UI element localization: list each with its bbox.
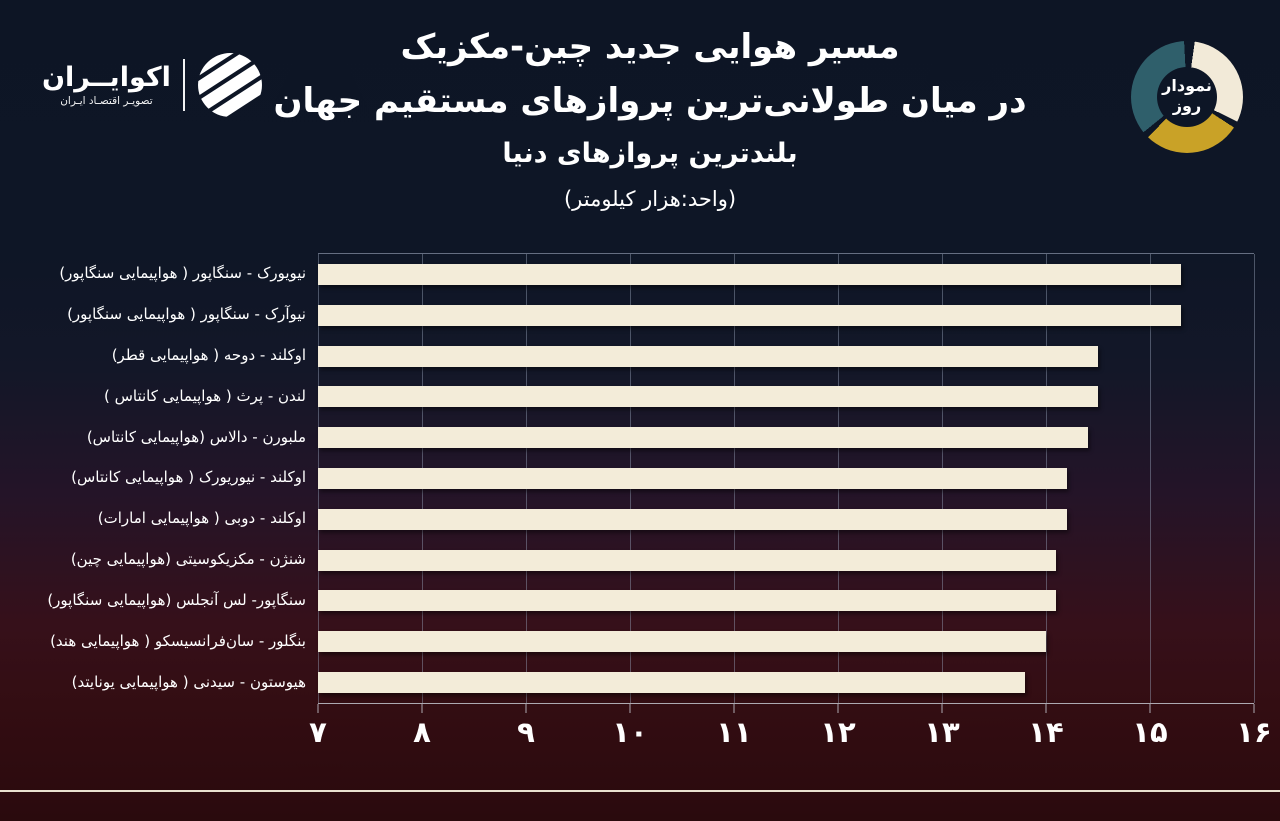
bar-label: نیویورک - سنگاپور ( هواپیمایی سنگاپور) xyxy=(59,264,306,283)
axis-tick-label: ۱۵ xyxy=(1132,715,1168,749)
bar-row xyxy=(318,499,1254,540)
axis-tick-label: ۱۶ xyxy=(1236,715,1272,749)
badge-line1: نمودار xyxy=(1162,76,1212,96)
bar xyxy=(318,508,1067,530)
bar xyxy=(318,590,1057,612)
chart-title: بلندترین پروازهای دنیا xyxy=(502,138,798,169)
chart-of-day-badge: نمودار روز xyxy=(1131,41,1243,153)
bar xyxy=(318,672,1026,694)
axis-tick xyxy=(733,704,735,713)
bar-row xyxy=(318,581,1254,622)
bar xyxy=(318,631,1047,653)
axis-tick-label: ۹ xyxy=(517,715,535,749)
bar-row xyxy=(318,621,1254,662)
plot-area xyxy=(318,253,1255,703)
bar xyxy=(318,467,1067,489)
axis-tick-label: ۱۱ xyxy=(716,715,752,749)
axis-tick-label: ۸ xyxy=(413,715,431,749)
bar-label: اوکلند - نیوریورک ( هواپیمایی کانتاس) xyxy=(71,468,306,487)
bar xyxy=(318,549,1057,571)
badge-label: نمودار روز xyxy=(1157,67,1217,127)
bar xyxy=(318,263,1182,285)
axis-tick-label: ۱۲ xyxy=(820,715,856,749)
bar-label: لندن - پرث ( هواپیمایی کانتاس ) xyxy=(103,386,306,405)
unit-label: (واحد:هزار کیلومتر) xyxy=(563,187,737,211)
axis-tick xyxy=(1045,704,1047,713)
bar-label: بنگلور - سان‌فرانسیسکو ( هواپیمایی هند) xyxy=(50,631,306,650)
axis-tick-label: ۱۴ xyxy=(1028,715,1064,749)
bar-label: اوکلند - دوحه ( هواپیمایی قطر) xyxy=(111,346,306,365)
title-block: مسیر هوایی جدید چین-مکزیک در میان طولانی… xyxy=(0,30,1280,210)
title-line1: مسیر هوایی جدید چین-مکزیک xyxy=(400,27,900,67)
axis-tick xyxy=(941,704,943,713)
bar-row xyxy=(318,336,1254,377)
bar-label: سنگاپور- لس آنجلس (هواپیمایی سنگاپور) xyxy=(47,590,306,609)
bar-row xyxy=(318,295,1254,336)
bar-label: هیوستون - سیدنی ( هواپیمایی یونایتد) xyxy=(71,672,306,691)
axis-tick xyxy=(837,704,839,713)
bar xyxy=(318,304,1182,326)
gridline xyxy=(1254,254,1255,703)
axis-tick xyxy=(629,704,631,713)
axis-tick-label: ۷ xyxy=(309,715,327,749)
bar-rows xyxy=(318,254,1254,703)
bar-row xyxy=(318,376,1254,417)
bar-label: شنژن - مکزیکوسیتی (هواپیمایی چین) xyxy=(70,550,306,569)
axis-tick xyxy=(317,704,319,713)
bar-row xyxy=(318,458,1254,499)
brand-divider xyxy=(182,59,185,111)
axis-tick xyxy=(421,704,423,713)
title-line2: در میان طولانی‌ترین پروازهای مستقیم جهان xyxy=(273,81,1027,121)
bar xyxy=(318,386,1098,408)
bar-label: ملبورن - دالاس (هواپیمایی کانتاس) xyxy=(86,427,306,446)
axis-tick xyxy=(1253,704,1255,713)
bar xyxy=(318,427,1088,449)
category-labels: نیویورک - سنگاپور ( هواپیمایی سنگاپور) نی… xyxy=(0,253,306,702)
bar-label: نیوآرک - سنگاپور ( هواپیمایی سنگاپور) xyxy=(67,305,306,324)
axis-tick xyxy=(1149,704,1151,713)
axis-tick-label: ۱۳ xyxy=(924,715,960,749)
axis-tick xyxy=(525,704,527,713)
brand-tagline: تصویـر اقتصـاد ایـران xyxy=(60,95,153,108)
brand-name: اکوایــران xyxy=(42,61,171,93)
axis-tick-label: ۱۰ xyxy=(612,715,648,749)
bar-chart: ۷ ۸ ۹ ۱۰ ۱۱ ۱۲ ۱۳ ۱۴ ۱۵ ۱۶ xyxy=(309,253,1272,764)
x-axis: ۷ ۸ ۹ ۱۰ ۱۱ ۱۲ ۱۳ ۱۴ ۱۵ ۱۶ xyxy=(309,703,1272,764)
brand-text: اکوایــران تصویـر اقتصـاد ایـران xyxy=(42,61,171,108)
bar-row xyxy=(318,540,1254,581)
bar xyxy=(318,345,1098,367)
bar-row xyxy=(318,662,1254,703)
bar-label: اوکلند - دوبی ( هواپیمایی امارات) xyxy=(97,509,306,528)
bar-row xyxy=(318,417,1254,458)
badge-line2: روز xyxy=(1172,96,1202,116)
ecoiran-logo-icon xyxy=(196,52,263,118)
brand-logo: اکوایــران تصویـر اقتصـاد ایـران xyxy=(42,52,263,118)
bottom-divider xyxy=(0,790,1280,792)
gridline xyxy=(1150,254,1151,703)
bar-row xyxy=(318,254,1254,295)
